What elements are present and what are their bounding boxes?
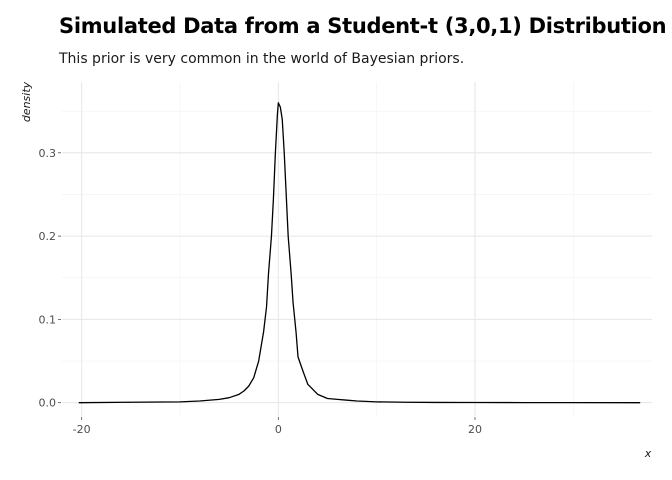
grid-lines xyxy=(62,82,652,416)
y-tick-label: 0.3 xyxy=(39,147,57,160)
x-axis-label: x xyxy=(644,447,652,460)
axis-ticks: 0.0 0.1 0.2 0.3 -20 0 20 xyxy=(39,147,483,436)
series-layer xyxy=(78,102,641,404)
chart-title: Simulated Data from a Student-t (3,0,1) … xyxy=(59,14,667,38)
y-tick-label: 0.1 xyxy=(39,313,57,326)
chart-subtitle: This prior is very common in the world o… xyxy=(59,51,465,67)
y-axis-label: density xyxy=(20,81,33,122)
x-tick-label: -20 xyxy=(73,423,91,436)
x-tick-label: 20 xyxy=(468,423,482,436)
x-tick-label: 0 xyxy=(275,423,282,436)
density-line xyxy=(78,102,641,404)
y-tick-label: 0.2 xyxy=(39,230,57,243)
y-tick-label: 0.0 xyxy=(39,397,57,410)
